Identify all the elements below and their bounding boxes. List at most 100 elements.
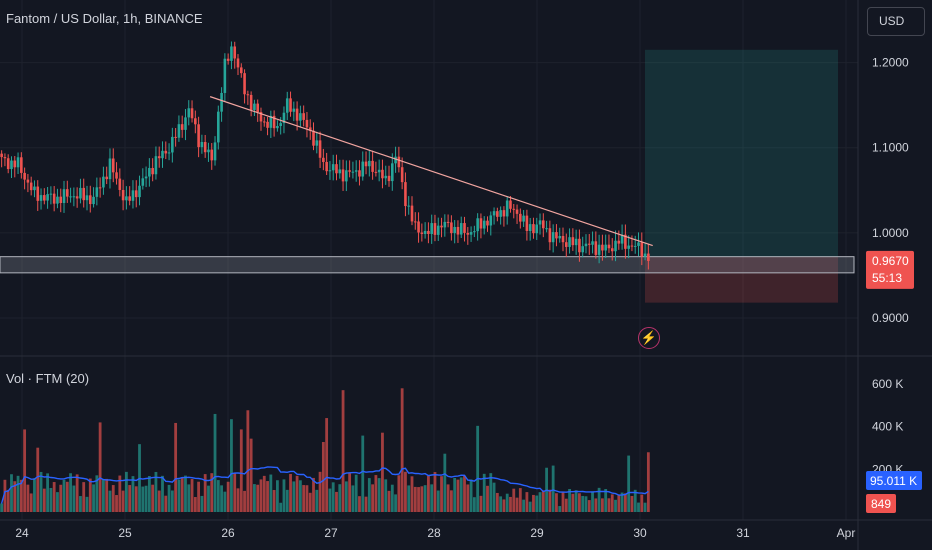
candle-body bbox=[341, 169, 345, 182]
volume-bar bbox=[226, 481, 230, 512]
time-tick-label: 24 bbox=[15, 526, 29, 540]
volume-bar bbox=[646, 452, 650, 512]
volume-bar bbox=[88, 478, 92, 512]
candle-body bbox=[75, 196, 79, 199]
candle-body bbox=[167, 152, 171, 154]
candle-body bbox=[194, 118, 197, 125]
candle-body bbox=[3, 157, 7, 159]
volume-bar bbox=[541, 490, 545, 512]
candle-body bbox=[532, 224, 535, 234]
volume-bar bbox=[177, 479, 181, 512]
candle-body bbox=[528, 224, 532, 231]
volume-bar bbox=[26, 484, 30, 512]
volume-bar bbox=[115, 495, 118, 512]
volume-bar bbox=[266, 481, 269, 512]
candle-body bbox=[184, 117, 187, 130]
volume-bar bbox=[42, 488, 46, 512]
candle-body bbox=[545, 228, 548, 230]
volume-bar bbox=[469, 479, 473, 512]
volume-bar bbox=[10, 474, 13, 512]
volume-bar bbox=[407, 485, 411, 512]
candle-body bbox=[43, 195, 46, 201]
volume-bar bbox=[147, 475, 151, 512]
candle-body bbox=[538, 220, 542, 225]
volume-bar bbox=[436, 490, 440, 512]
candle-body bbox=[647, 253, 650, 261]
volume-bar bbox=[6, 489, 10, 512]
volume-bar bbox=[105, 478, 109, 512]
time-tick-label: 25 bbox=[118, 526, 132, 540]
lightning-alert-icon[interactable]: ⚡ bbox=[638, 327, 660, 349]
volume-bar bbox=[52, 482, 56, 512]
volume-bar bbox=[164, 495, 168, 512]
candle-body bbox=[522, 215, 525, 222]
volume-bar bbox=[289, 473, 292, 512]
volume-bar bbox=[384, 479, 388, 512]
candle-body bbox=[269, 115, 273, 128]
candle-body bbox=[482, 220, 486, 229]
volume-bar bbox=[144, 485, 148, 512]
candle-body bbox=[111, 158, 115, 173]
candle-body bbox=[637, 242, 640, 246]
candle-body bbox=[243, 73, 246, 95]
candle-body bbox=[354, 170, 358, 172]
candle-body bbox=[620, 234, 624, 244]
volume-bar bbox=[459, 477, 463, 512]
candle-body bbox=[92, 196, 95, 205]
volume-bar bbox=[410, 476, 414, 512]
candle-body bbox=[98, 187, 102, 189]
volume-bar bbox=[633, 489, 637, 512]
candle-body bbox=[213, 142, 217, 161]
volume-bar bbox=[466, 484, 470, 512]
support-zone bbox=[0, 256, 855, 274]
volume-bar bbox=[253, 484, 256, 512]
grid-lines bbox=[0, 0, 858, 520]
volume-bar bbox=[134, 486, 138, 512]
volume-bar bbox=[440, 476, 443, 512]
candle-body bbox=[121, 189, 125, 201]
candle-body bbox=[394, 156, 397, 164]
candle-body bbox=[102, 176, 105, 188]
candle-body bbox=[571, 237, 575, 246]
price-tick-label: 1.0000 bbox=[872, 226, 909, 240]
position-loss-zone bbox=[645, 256, 838, 303]
volume-bar bbox=[207, 485, 210, 512]
candle-body bbox=[568, 237, 571, 247]
candle-body bbox=[400, 167, 404, 183]
volume-bar bbox=[594, 498, 598, 512]
volume-bar bbox=[532, 494, 535, 512]
volume-bar bbox=[344, 481, 348, 512]
candle-body bbox=[23, 172, 26, 180]
volume-bar bbox=[36, 447, 40, 512]
candle-body bbox=[358, 170, 361, 177]
volume-tick-label: 400 K bbox=[872, 420, 903, 434]
volume-bar bbox=[230, 419, 233, 512]
currency-button[interactable]: USD bbox=[867, 7, 925, 36]
volume-bar bbox=[489, 473, 493, 512]
volume-bar bbox=[643, 502, 647, 512]
candle-body bbox=[607, 244, 611, 249]
volume-bar bbox=[210, 473, 214, 512]
volume-bar bbox=[121, 490, 125, 512]
candle-body bbox=[459, 223, 463, 235]
volume-bar bbox=[364, 496, 368, 512]
candle-body bbox=[519, 213, 522, 222]
candle-body bbox=[348, 170, 351, 172]
candle-body bbox=[351, 171, 355, 173]
candle-body bbox=[476, 218, 479, 232]
volume-tick-label: 600 K bbox=[872, 377, 903, 391]
volume-bar bbox=[341, 390, 345, 512]
candle-body bbox=[220, 92, 223, 112]
volume-ma-line bbox=[0, 466, 649, 504]
volume-bar bbox=[85, 496, 89, 512]
candle-body bbox=[345, 170, 348, 182]
volume-bar bbox=[187, 484, 191, 512]
candle-body bbox=[410, 205, 414, 222]
candle-body bbox=[82, 187, 86, 201]
volume-bar bbox=[220, 485, 223, 512]
candle-body bbox=[151, 168, 154, 175]
candle-body bbox=[423, 230, 427, 234]
candle-body bbox=[29, 182, 33, 191]
